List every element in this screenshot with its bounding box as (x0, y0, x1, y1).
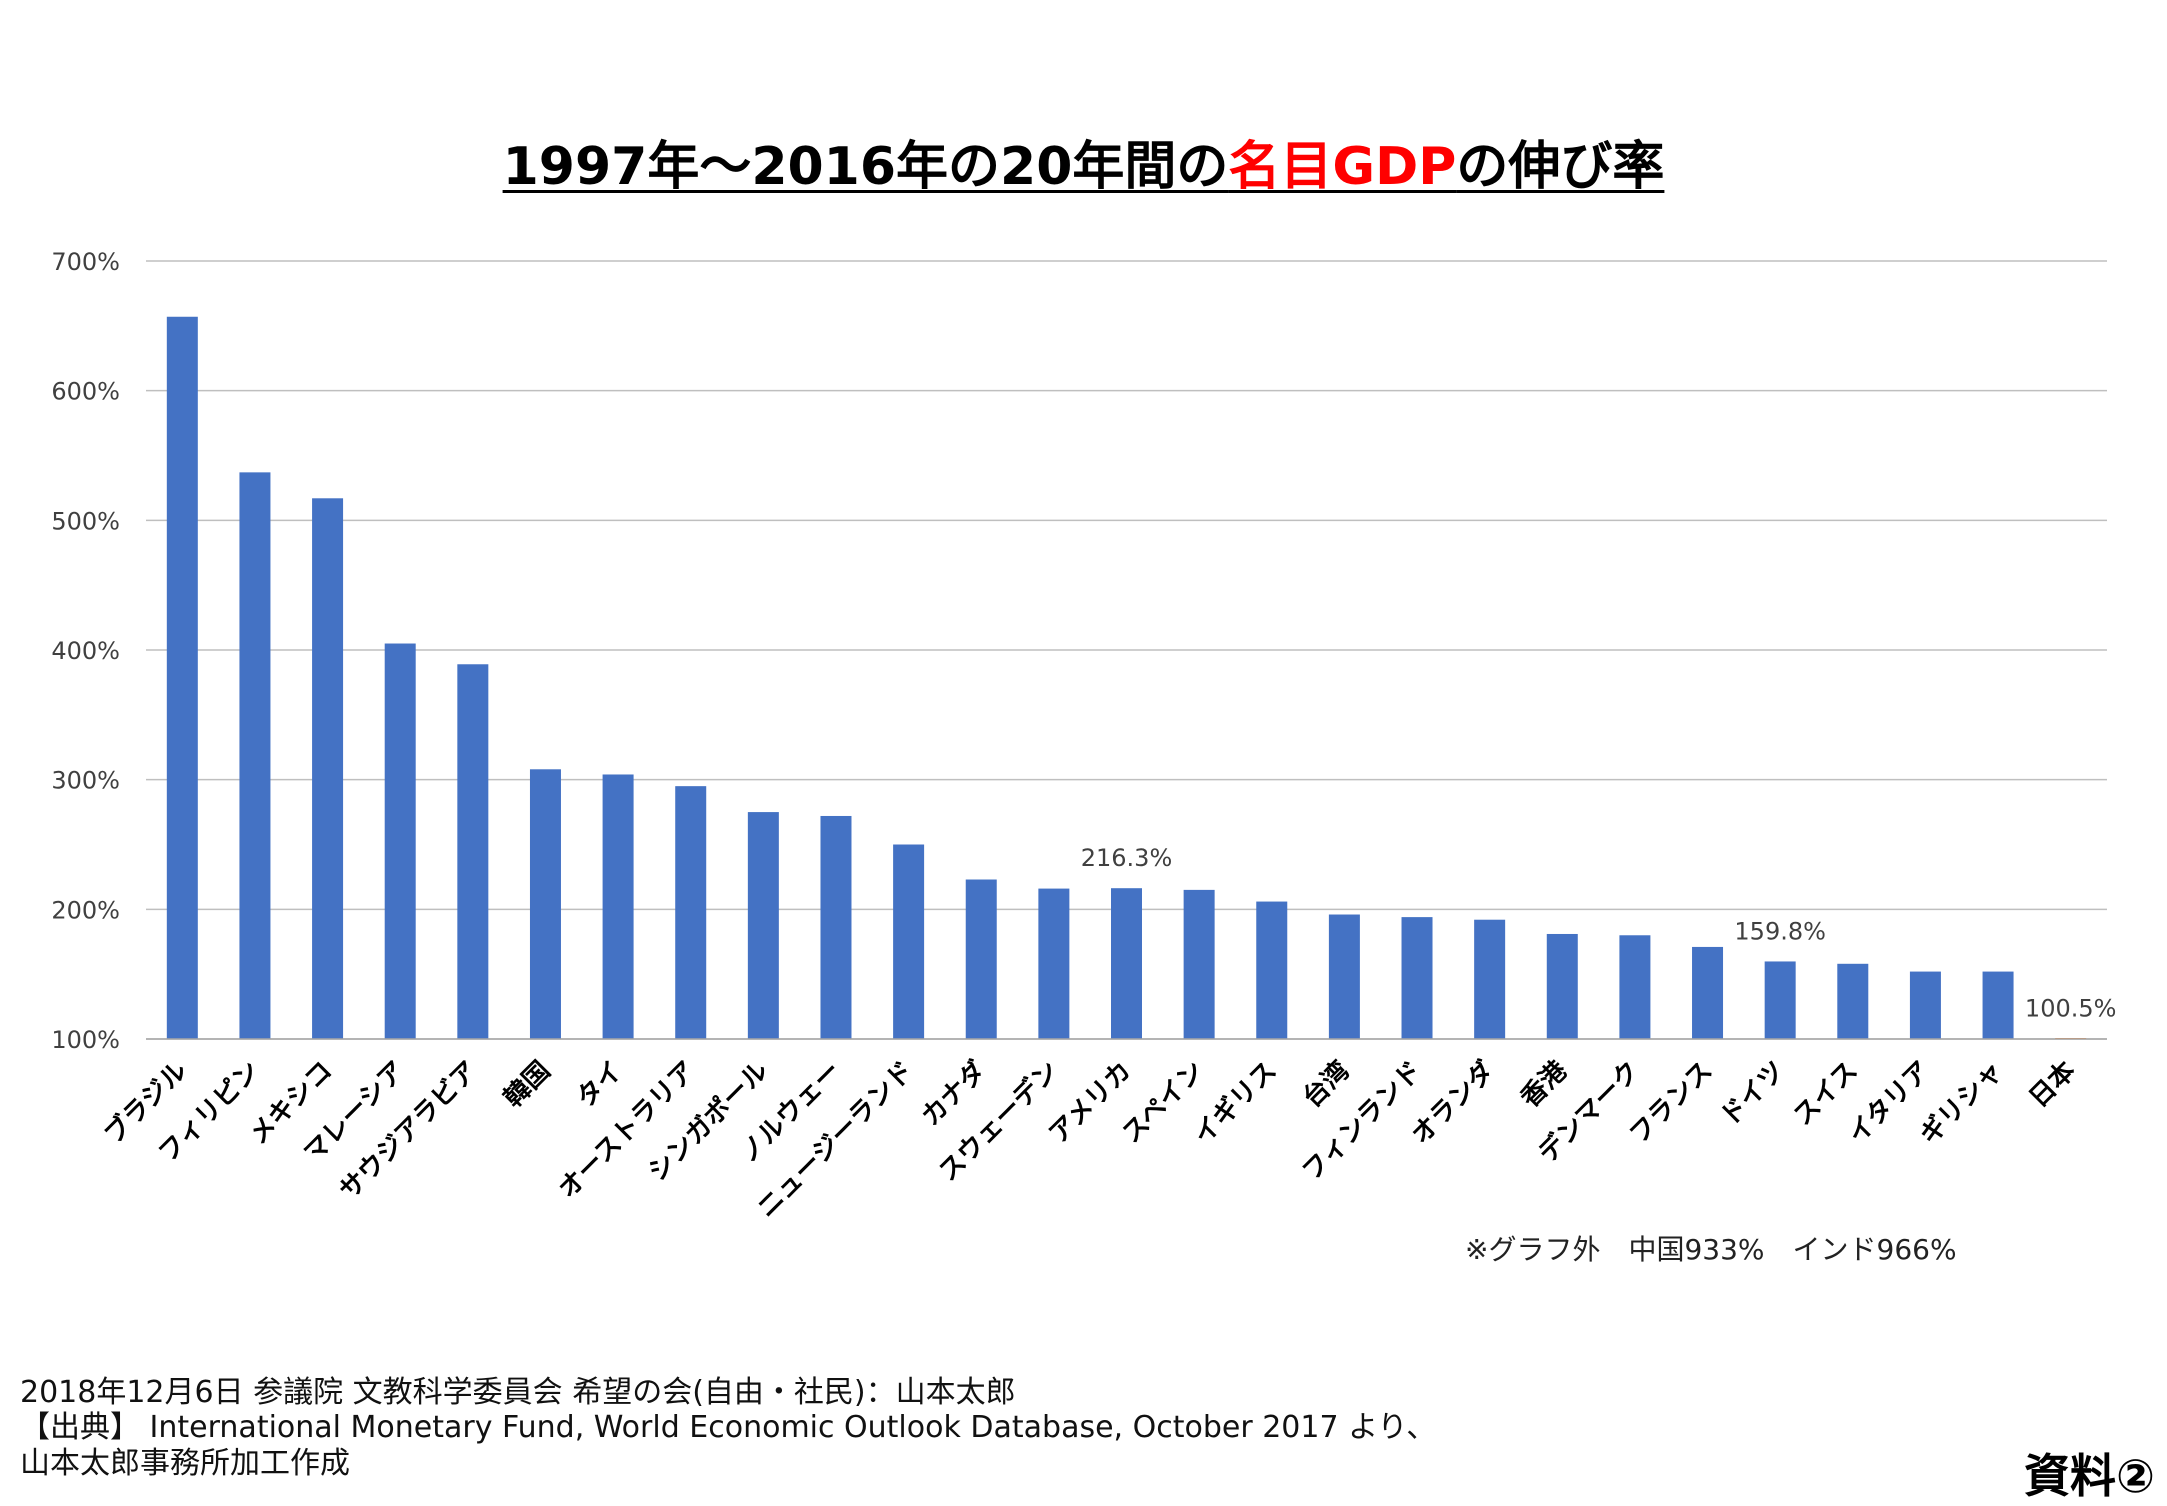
bar-chart: 100% 200% 300% 400% 500% 600% 700% 216.3% 159.8… (51, 248, 2117, 1224)
bar (1837, 963, 1869, 1039)
data-label: 216.3% (1081, 844, 1173, 872)
footer-source: 【出典】 International Monetary Fund, World … (20, 1410, 1437, 1446)
data-label: 159.8% (1734, 917, 1826, 945)
bar (602, 774, 634, 1039)
bar (1256, 901, 1288, 1039)
footer: 2018年12月6日 参議院 文教科学委員会 希望の会(自由・社民)：山本太郎 … (20, 1375, 1436, 1481)
x-tick-label: 韓国 (498, 1056, 556, 1114)
bar (1982, 971, 2014, 1039)
bar (675, 786, 707, 1039)
bar (239, 472, 271, 1039)
y-tick-label: 100% (51, 1026, 120, 1054)
bar (1111, 888, 1142, 1039)
title-highlight: 名目GDP (1228, 137, 1457, 197)
data-label: 100.5% (2025, 994, 2117, 1022)
bar (1401, 917, 1433, 1039)
x-tick-label: 台湾 (1297, 1055, 1356, 1114)
bar (312, 498, 344, 1039)
title-part1: 1997年～2016年の20年間の (502, 137, 1229, 197)
document-badge: 資料② (2024, 1449, 2155, 1503)
bar (1038, 888, 1070, 1039)
off-chart-note: ※グラフ外 中国933% インド966% (1465, 1233, 1957, 1266)
bar (1619, 935, 1651, 1039)
chart-title: 1997年～2016年の20年間の名目GDPの伸び率 (0, 136, 2167, 198)
bar (1474, 919, 1506, 1039)
bar (820, 815, 852, 1039)
footer-line-3: 山本太郎事務所加工作成 (20, 1445, 350, 1481)
x-tick-label: タイ (571, 1056, 629, 1114)
bar (1183, 889, 1215, 1039)
bar (457, 664, 489, 1039)
bar (166, 316, 198, 1039)
bar (1328, 914, 1360, 1039)
y-tick-label: 400% (51, 637, 120, 665)
y-tick-label: 600% (51, 378, 120, 406)
bar (529, 769, 561, 1039)
bar (747, 812, 779, 1039)
y-tick-label: 200% (51, 896, 120, 924)
bar (1909, 971, 1941, 1039)
y-tick-label: 300% (51, 767, 120, 795)
x-tick-label: 日本 (2024, 1056, 2082, 1114)
bar (1692, 946, 1724, 1039)
footer-line-1: 2018年12月6日 参議院 文教科学委員会 希望の会(自由・社民)：山本太郎 (20, 1375, 1016, 1410)
bar (893, 844, 925, 1039)
bar (384, 643, 416, 1039)
bar (1764, 961, 1796, 1039)
bar (965, 879, 997, 1039)
x-tick-label: ドイツ (1715, 1056, 1791, 1132)
y-tick-label: 500% (51, 507, 120, 535)
bar (1546, 933, 1578, 1039)
y-tick-label: 700% (51, 248, 120, 276)
x-tick-label: 香港 (1515, 1055, 1574, 1114)
title-part2: の伸び率 (1456, 137, 1665, 197)
